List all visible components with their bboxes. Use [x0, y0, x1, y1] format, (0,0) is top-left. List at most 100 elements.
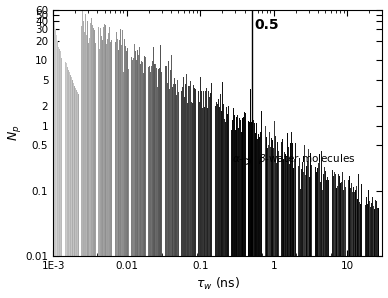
Bar	[53, 17, 54, 256]
Bar	[77, 92, 78, 256]
Bar	[285, 154, 286, 256]
Bar	[335, 174, 336, 256]
Bar	[176, 95, 177, 256]
Bar	[364, 197, 365, 256]
Bar	[108, 33, 109, 256]
Bar	[122, 30, 123, 256]
Bar	[180, 68, 181, 256]
Bar	[247, 134, 248, 256]
Bar	[62, 59, 63, 256]
Bar	[81, 26, 82, 256]
Bar	[210, 93, 211, 256]
Bar	[331, 184, 332, 256]
Bar	[204, 108, 205, 256]
Bar	[373, 206, 374, 256]
Bar	[321, 151, 322, 256]
Bar	[268, 145, 269, 256]
Bar	[137, 50, 138, 256]
Bar	[192, 103, 193, 256]
Bar	[337, 186, 338, 256]
Bar	[375, 200, 376, 256]
Bar	[172, 87, 173, 256]
Bar	[320, 182, 321, 256]
Bar	[109, 27, 110, 256]
Bar	[167, 83, 168, 256]
Bar	[219, 107, 220, 256]
Bar	[290, 143, 291, 256]
Bar	[186, 74, 187, 256]
Bar	[218, 99, 219, 256]
Bar	[250, 89, 251, 256]
Bar	[258, 134, 259, 256]
Bar	[212, 105, 213, 256]
Bar	[110, 42, 111, 256]
Bar	[89, 38, 90, 256]
Bar	[118, 49, 119, 256]
Bar	[182, 87, 183, 256]
Bar	[93, 28, 94, 256]
Bar	[271, 138, 272, 256]
Bar	[184, 97, 185, 256]
Bar	[177, 80, 178, 256]
Bar	[295, 143, 296, 256]
Bar	[66, 63, 67, 256]
Bar	[135, 51, 136, 256]
Bar	[235, 130, 236, 256]
Bar	[236, 117, 237, 256]
Bar	[168, 61, 169, 256]
Bar	[142, 62, 143, 256]
Bar	[170, 70, 171, 256]
Bar	[222, 82, 223, 256]
Bar	[101, 36, 102, 256]
Bar	[201, 91, 202, 256]
Bar	[333, 176, 334, 256]
Bar	[174, 78, 175, 256]
Bar	[217, 103, 218, 256]
Bar	[143, 73, 144, 256]
Bar	[381, 212, 382, 256]
Bar	[291, 132, 292, 256]
Bar	[130, 36, 132, 256]
Bar	[245, 113, 246, 256]
Bar	[102, 40, 103, 256]
Bar	[378, 208, 379, 256]
Bar	[371, 203, 372, 256]
Bar	[234, 115, 235, 256]
Bar	[145, 58, 146, 256]
Text: $\alpha$-: $\alpha$-	[232, 154, 244, 164]
Bar	[88, 43, 89, 256]
Bar	[336, 188, 337, 256]
Bar	[366, 197, 367, 256]
Bar	[199, 102, 200, 256]
Bar	[91, 18, 92, 256]
Bar	[267, 148, 268, 256]
Bar	[200, 77, 201, 256]
Bar	[107, 39, 108, 256]
Bar	[86, 35, 87, 256]
Bar	[249, 122, 250, 256]
Bar	[152, 61, 153, 256]
Bar	[224, 119, 225, 256]
Bar	[151, 66, 152, 256]
Bar	[356, 187, 357, 256]
Bar	[85, 14, 86, 256]
X-axis label: $\tau_w$ (ns): $\tau_w$ (ns)	[196, 276, 240, 292]
Bar	[359, 202, 360, 256]
Bar	[270, 147, 271, 256]
Bar	[203, 91, 204, 256]
Bar	[355, 190, 356, 256]
Bar	[350, 188, 351, 256]
Bar	[253, 119, 254, 256]
Bar	[275, 136, 276, 256]
Bar	[193, 86, 194, 256]
Bar	[352, 193, 353, 256]
Bar	[298, 166, 299, 256]
Bar	[166, 66, 167, 256]
Bar	[94, 30, 95, 256]
Bar	[164, 83, 165, 256]
Bar	[303, 172, 304, 256]
Bar	[165, 66, 166, 256]
Bar	[325, 171, 326, 256]
Bar	[56, 35, 57, 256]
Bar	[334, 172, 335, 256]
